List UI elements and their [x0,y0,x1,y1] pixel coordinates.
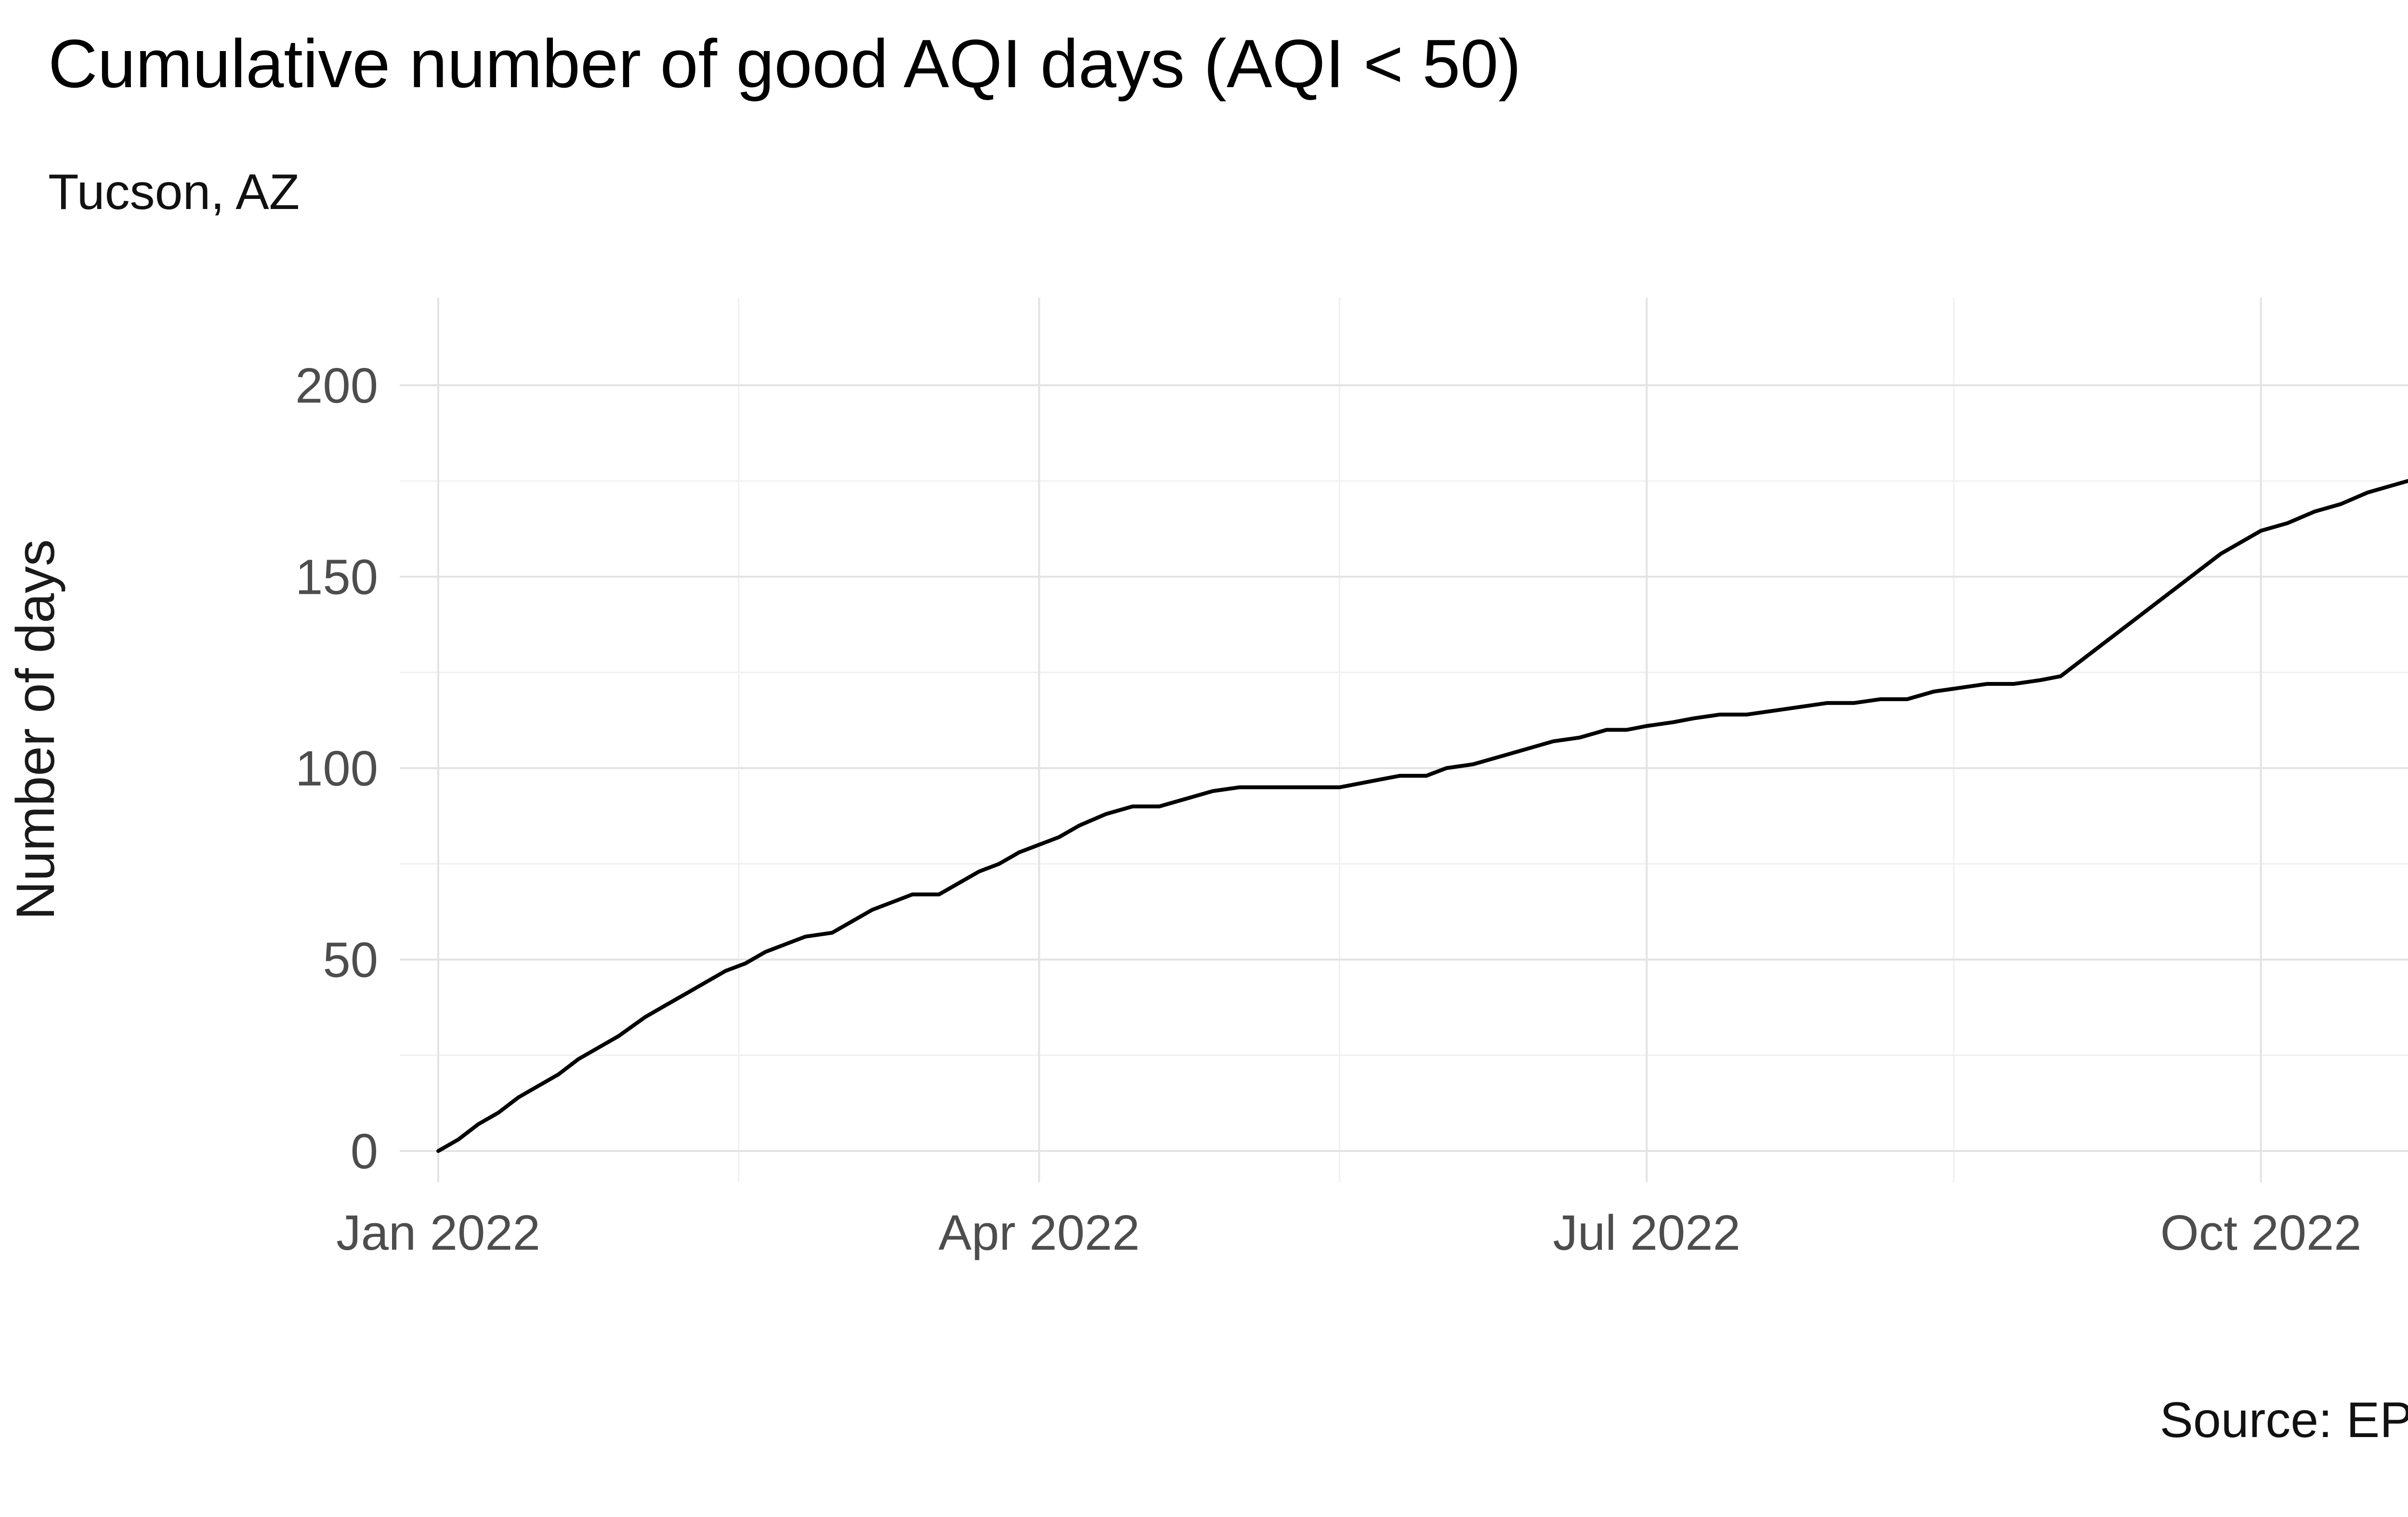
x-tick-label: Jan 2022 [336,1205,540,1260]
x-tick-label: Oct 2022 [2160,1205,2362,1260]
chart-title: Cumulative number of good AQI days (AQI … [48,26,1521,102]
series-layer [436,479,2408,1153]
axis-layer: 0 50 100 150 200 Jan 2022 Apr 2022 Jul 2022 Oct … [295,358,2362,1260]
y-axis-title: Number of days [5,539,65,920]
y-tick-label: 100 [295,741,378,796]
x-tick-label: Apr 2022 [939,1205,1140,1260]
y-tick-label: 200 [295,358,378,413]
y-tick-label: 0 [351,1124,378,1179]
data-line [436,479,2408,1153]
chart-caption: Source: EPA Daily Air Quality Tracker [2159,1392,2408,1448]
grid-major-layer [400,298,2408,1182]
chart-subtitle: Tucson, AZ [48,164,300,220]
y-tick-label: 50 [323,932,378,988]
grid-minor-layer [400,298,2408,1182]
y-tick-label: 150 [295,549,378,605]
x-tick-label: Jul 2022 [1553,1205,1740,1260]
